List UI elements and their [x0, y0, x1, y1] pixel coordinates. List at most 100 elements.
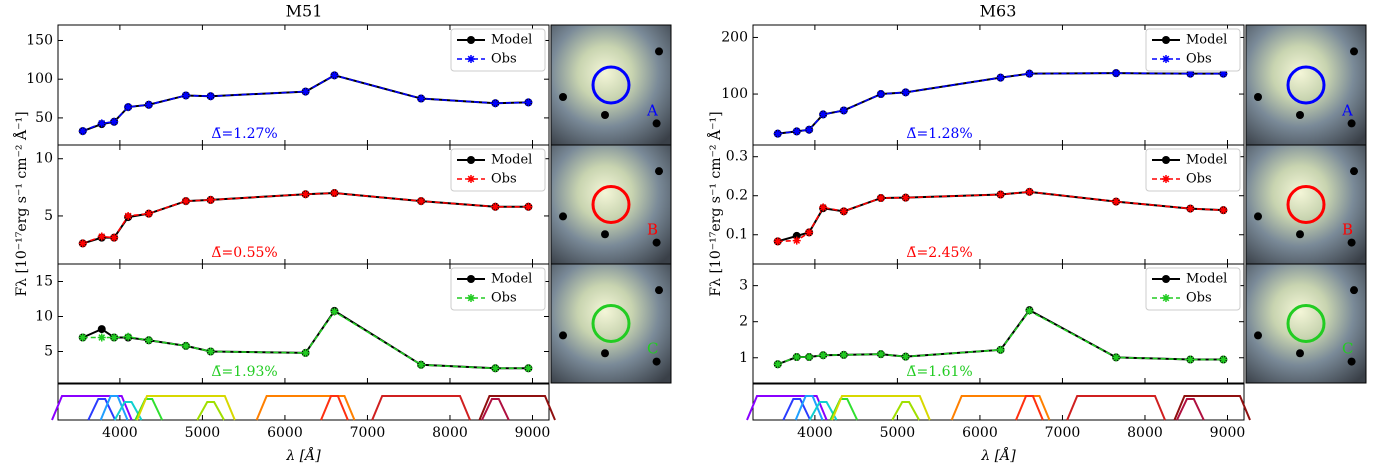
star-mask [601, 349, 609, 358]
legend-label: Obs [491, 291, 517, 306]
y-tick-label: 1 [739, 350, 748, 366]
legend-marker [1162, 275, 1170, 283]
obs-point [876, 90, 885, 99]
x-tick-label: 8000 [432, 425, 468, 441]
legend-marker [1162, 294, 1170, 302]
obs-point [819, 203, 828, 212]
legend-label: Model [1186, 272, 1227, 287]
obs-point [996, 345, 1005, 354]
y-axis-label: Fλ [10⁻¹⁷erg s⁻¹ cm⁻² Å⁻¹] [12, 111, 30, 296]
filter-curve [794, 395, 824, 421]
obs-point [144, 209, 153, 218]
obs-point [839, 350, 848, 359]
obs-point [1186, 204, 1195, 213]
star-mask [1254, 331, 1262, 340]
obs-point [805, 353, 814, 362]
filter-curve [891, 401, 920, 421]
region-image [550, 144, 672, 265]
x-tick-label: 6000 [962, 425, 998, 441]
region-image [1245, 263, 1367, 384]
y-tick-label: 100 [26, 71, 53, 87]
legend-marker [467, 175, 475, 183]
obs-point [181, 341, 190, 350]
star-mask [1254, 93, 1262, 101]
y-tick-label: 15 [35, 274, 53, 290]
filter-curve [113, 401, 143, 421]
y-tick-label: 2 [739, 314, 748, 330]
filter-curve [1176, 398, 1205, 421]
legend-label: Obs [1186, 172, 1212, 187]
y-tick-label: 200 [721, 29, 748, 45]
filter-curve [831, 395, 931, 421]
obs-point [1219, 206, 1228, 215]
legend-label: Model [1186, 33, 1227, 48]
y-tick-label: 50 [35, 110, 53, 126]
obs-point [330, 189, 339, 198]
star-mask [601, 230, 609, 239]
filter-curve [51, 395, 133, 421]
obs-point [773, 360, 782, 369]
obs-point [1219, 69, 1228, 78]
obs-line [82, 74, 529, 132]
filter-curve [136, 395, 236, 421]
star-mask [1296, 230, 1304, 239]
obs-point [97, 119, 106, 128]
x-tick-label: 5000 [880, 425, 916, 441]
obs-line [777, 191, 1224, 243]
obs-point [839, 207, 848, 216]
region-image [1245, 144, 1367, 265]
star-mask [1350, 167, 1358, 176]
star-mask [652, 357, 661, 366]
model-line [777, 190, 1224, 243]
region-aperture [591, 65, 631, 105]
obs-point [181, 91, 190, 100]
star-mask [559, 331, 567, 340]
obs-point [206, 92, 215, 101]
region-image [550, 24, 672, 146]
legend-marker [467, 294, 475, 302]
region-image [1245, 24, 1367, 146]
obs-point [1219, 355, 1228, 364]
star-mask [1347, 357, 1356, 366]
obs-point [110, 233, 119, 242]
y-tick-label: 0.2 [726, 188, 748, 204]
obs-point [901, 88, 910, 97]
obs-point [805, 125, 814, 134]
x-tick-label: 4000 [797, 425, 833, 441]
obs-point [301, 348, 310, 357]
legend-label: Model [491, 272, 532, 287]
region-aperture [591, 185, 631, 224]
obs-point [996, 190, 1005, 199]
y-tick-label: 0.3 [726, 149, 748, 165]
filter-curve [99, 395, 129, 421]
x-tick-label: 8000 [1127, 425, 1163, 441]
region-label: C [647, 340, 658, 358]
filter-frame [752, 383, 1245, 421]
filter-curve [371, 395, 471, 421]
obs-point [876, 194, 885, 203]
x-tick-label: 9000 [515, 425, 551, 441]
obs-point [110, 117, 119, 126]
legend-label: Model [491, 153, 532, 168]
star-mask [655, 47, 663, 56]
y-tick-label: 10 [35, 151, 53, 167]
region-label: A [1341, 101, 1353, 119]
filter-curve [782, 398, 812, 421]
star-mask [559, 93, 567, 101]
obs-line [82, 192, 529, 245]
obs-point [417, 360, 426, 369]
region-label: B [1342, 221, 1353, 239]
obs-point [876, 350, 885, 359]
obs-point [1025, 187, 1034, 196]
obs-point [524, 202, 533, 211]
star-mask [652, 119, 661, 128]
obs-point [524, 364, 533, 373]
obs-point [330, 307, 339, 316]
obs-point [206, 347, 215, 356]
obs-point [417, 94, 426, 103]
obs-point [491, 364, 500, 373]
region-aperture [1286, 304, 1326, 343]
filter-curve [1173, 395, 1251, 421]
panel-frame [57, 263, 550, 384]
obs-point [1112, 197, 1121, 206]
